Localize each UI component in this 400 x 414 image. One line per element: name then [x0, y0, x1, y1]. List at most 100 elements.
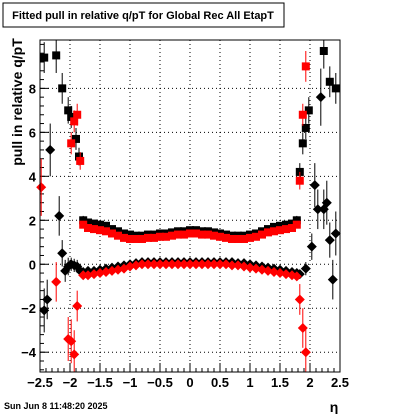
square-marker [192, 229, 200, 238]
square-marker [75, 152, 83, 161]
x-tick-label: −1 [123, 375, 138, 390]
diamond-marker [54, 210, 65, 221]
square-marker [132, 234, 140, 243]
grid-lines [40, 40, 340, 372]
square-marker [295, 176, 304, 185]
square-marker [174, 230, 182, 239]
square-marker [298, 110, 307, 119]
square-marker [67, 139, 76, 148]
diamond-marker [324, 235, 335, 246]
diamond-marker [209, 259, 219, 270]
x-tick-label: −2.5 [27, 375, 53, 390]
diamond-marker [161, 259, 171, 270]
diamond-marker [167, 259, 177, 270]
square-marker [84, 218, 92, 227]
square-marker [96, 226, 104, 235]
diamond-marker [327, 274, 338, 285]
diamond-marker [300, 263, 311, 274]
diamond-marker [215, 259, 225, 270]
square-marker [204, 230, 212, 239]
square-marker [270, 227, 278, 236]
diamond-marker [300, 347, 311, 358]
square-marker [90, 219, 98, 228]
square-marker [252, 232, 260, 241]
square-marker [73, 110, 82, 119]
square-marker [210, 231, 218, 240]
x-tick-label: −0.5 [147, 375, 173, 390]
diamond-marker [45, 144, 56, 155]
diamond-marker [173, 259, 183, 270]
square-marker [301, 123, 310, 132]
square-marker [240, 234, 248, 243]
square-marker [120, 233, 128, 242]
square-marker [40, 53, 49, 62]
square-marker [52, 51, 61, 60]
diamond-marker [69, 349, 80, 360]
square-marker [150, 233, 158, 242]
diamond-marker [36, 182, 47, 193]
x-tick-label: 2.5 [331, 375, 349, 390]
square-marker [67, 112, 76, 121]
square-marker [64, 106, 73, 115]
diamond-marker [312, 204, 323, 215]
square-marker [282, 225, 290, 234]
square-marker [58, 84, 67, 93]
square-marker [72, 134, 80, 143]
diamond-marker [143, 259, 153, 270]
square-marker [319, 46, 328, 55]
square-marker [156, 232, 164, 241]
square-marker [186, 229, 194, 238]
square-marker [282, 220, 290, 229]
y-tick-label: 6 [29, 125, 36, 140]
square-marker [102, 221, 110, 230]
title-box [2, 2, 285, 28]
x-tick-label: 2 [306, 375, 313, 390]
square-marker [325, 77, 334, 86]
square-marker [96, 220, 104, 229]
square-marker [264, 228, 272, 237]
x-tick-label: −1.5 [87, 375, 113, 390]
y-tick-label: 0 [29, 257, 36, 272]
square-marker [216, 232, 224, 241]
square-marker [292, 220, 301, 229]
diamond-marker [137, 259, 147, 270]
diamond-marker [203, 259, 213, 270]
diamond-marker [179, 259, 189, 270]
y-tick-label: −4 [21, 345, 37, 360]
chart-title: Fitted pull in relative q/pT for Global … [12, 10, 274, 22]
data-points [36, 40, 341, 372]
diamond-marker [155, 259, 165, 270]
diamond-marker [42, 294, 53, 305]
square-marker [102, 227, 110, 236]
square-marker [331, 84, 340, 93]
square-marker [120, 229, 128, 238]
x-axis-title: η [330, 399, 339, 414]
square-marker [168, 231, 176, 240]
x-tick-label: 0.5 [211, 375, 229, 390]
square-marker [108, 225, 116, 234]
diamond-marker [306, 241, 317, 252]
square-marker [292, 216, 301, 225]
diamond-marker [321, 197, 332, 208]
square-marker [76, 156, 85, 165]
square-marker [114, 227, 122, 236]
diamond-marker [291, 271, 302, 282]
square-marker [246, 233, 254, 242]
x-tick-label: −2 [63, 375, 78, 390]
diamond-marker [57, 248, 68, 259]
square-marker [222, 233, 230, 242]
diamond-marker [185, 259, 195, 270]
square-marker [162, 232, 170, 241]
diamond-marker [309, 180, 320, 191]
square-marker [304, 106, 313, 115]
y-tick-label: −2 [21, 301, 36, 316]
diamond-marker [227, 260, 237, 271]
square-marker [276, 226, 284, 235]
square-marker [270, 222, 278, 231]
x-tick-label: 0 [186, 375, 193, 390]
square-marker [126, 234, 134, 243]
square-marker [108, 229, 116, 238]
square-marker [288, 223, 296, 232]
square-marker [198, 230, 206, 239]
diamond-marker [191, 259, 201, 270]
